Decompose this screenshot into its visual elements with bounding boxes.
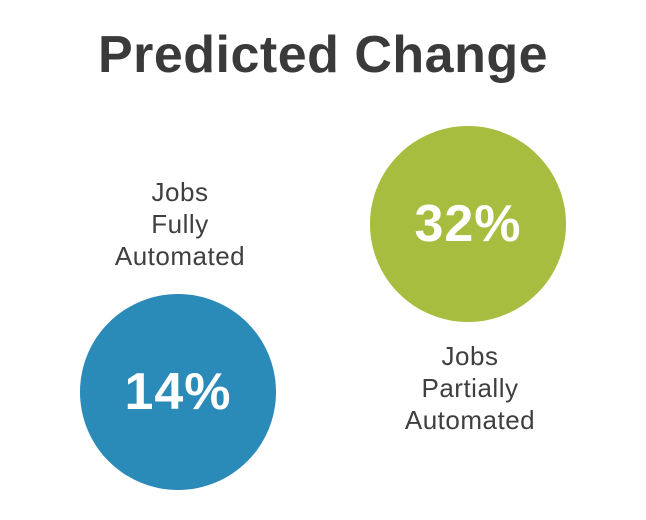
partially-automated-label-line-1: Jobs [441,341,499,371]
fully-automated-label-line-1: Jobs [151,177,209,207]
partially-automated-circle: 32% [370,126,566,322]
fully-automated-label: Jobs Fully Automated [60,176,300,272]
partially-automated-label-line-3: Automated [404,405,536,435]
fully-automated-value: 14% [124,363,232,421]
partially-automated-label: Jobs Partially Automated [350,340,590,436]
partially-automated-label-line-2: Partially [421,373,519,403]
partially-automated-value: 32% [414,195,522,253]
fully-automated-label-line-3: Automated [114,241,246,271]
page-title: Predicted Change [97,26,549,84]
fully-automated-circle: 14% [80,294,276,490]
fully-automated-label-line-2: Fully [151,209,209,239]
